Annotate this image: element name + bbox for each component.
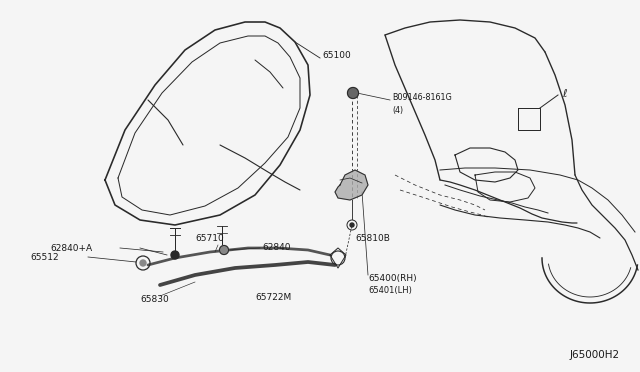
Text: 65400(RH): 65400(RH) <box>368 273 417 282</box>
Circle shape <box>171 251 179 259</box>
Text: 65100: 65100 <box>322 51 351 60</box>
Text: 65830: 65830 <box>140 295 169 305</box>
Circle shape <box>350 223 354 227</box>
Circle shape <box>140 260 146 266</box>
Circle shape <box>348 87 358 99</box>
Text: 62840: 62840 <box>262 243 291 251</box>
Polygon shape <box>335 170 368 200</box>
Text: 65401(LH): 65401(LH) <box>368 285 412 295</box>
Text: $\ell$: $\ell$ <box>562 87 568 99</box>
Text: 65810B: 65810B <box>355 234 390 243</box>
Text: (4): (4) <box>392 106 403 115</box>
Text: J65000H2: J65000H2 <box>570 350 620 360</box>
Text: 62840+A: 62840+A <box>50 244 92 253</box>
Text: 65722M: 65722M <box>255 294 291 302</box>
Circle shape <box>220 246 228 254</box>
Text: 65512: 65512 <box>30 253 59 262</box>
Text: B09146-8161G: B09146-8161G <box>392 93 452 102</box>
Text: 65710: 65710 <box>195 234 224 243</box>
